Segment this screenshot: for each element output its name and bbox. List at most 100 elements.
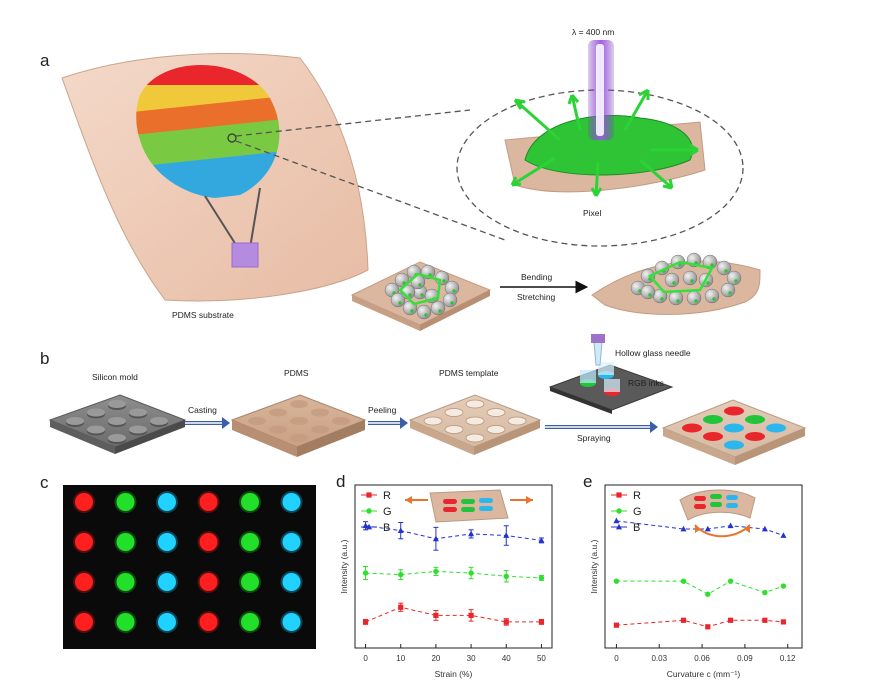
flat-pixel-cluster [350,261,492,331]
photo-pixel [116,573,135,591]
x-tick-label: 0.06 [694,654,710,663]
legend-label-G: G [633,506,642,518]
quantum-dot [398,301,402,305]
photo-pixel [199,533,218,551]
quantum-dot [672,281,676,285]
data-point-B [468,530,475,537]
chart-e: 0 0.03 0.06 0.09 0.12 Curvature c (mm⁻¹) Inten… [589,484,803,679]
photo-pixel [199,573,218,591]
series-line-G [365,570,542,579]
peeling-arrow [368,417,408,429]
legend-label-G: G [383,506,392,518]
legend-label-B: B [633,522,640,534]
rgb-pixel-template [661,399,807,465]
legend-marker [616,523,622,530]
x-tick-label: 30 [467,654,476,663]
photo-pixel [158,533,176,551]
photo-pixel [158,493,176,511]
pdms-block [230,394,367,457]
rgb-pixel-dot [724,423,744,433]
photo-pixel [241,533,259,551]
template-hole [465,416,485,426]
data-point-B [613,517,620,524]
x-tick-label: 0.12 [780,654,796,663]
mold-pillar [108,400,126,408]
quantum-dot [694,299,698,303]
quantum-dot [728,291,732,295]
mold-pillar [108,434,126,442]
legend-label-R: R [633,490,641,502]
needle-label: Hollow glass needle [615,348,691,358]
panel-label-b: b [40,349,49,368]
mold-pillar [87,408,105,417]
pdms-imprint [248,417,266,425]
microsphere [444,280,460,296]
quantum-dot [676,299,680,303]
photo-pixel [241,613,259,631]
data-point-B [680,525,687,532]
peeling-label: Peeling [368,405,397,415]
data-point-G [613,578,620,584]
pdms-imprint [290,417,308,425]
x-tick-label: 0 [363,654,368,663]
data-point-R [503,619,509,625]
panel-label-e: e [583,472,592,491]
microsphere [640,284,656,300]
rgb-inks-label: RGB inks [628,378,664,388]
data-point-R [780,619,787,625]
data-point-B [704,525,711,532]
stage-label-pdms-template: PDMS template [439,368,499,378]
microsphere [686,290,702,306]
mold-pillar [66,417,84,425]
pdms-imprint [311,408,329,417]
quantum-dot [678,263,682,267]
data-point-G [503,573,509,579]
x-axis-label: Strain (%) [435,669,473,679]
x-tick-label: 40 [502,654,511,663]
quantum-dot [438,309,442,313]
quantum-dot [690,279,694,283]
data-point-G [727,578,734,584]
panel-label-a: a [40,51,50,70]
photo-pixel [75,573,93,591]
pdms-imprint [290,434,308,442]
template-hole [486,408,506,417]
mold-pillar [129,408,147,417]
data-point-R [538,619,545,625]
stage-label-silicon-mold: Silicon mold [92,372,138,382]
data-point-G [538,575,545,581]
rgb-pixel-dot [745,432,765,441]
x-tick-label: 0.03 [651,654,667,663]
template-hole [486,425,506,434]
data-point-G [762,589,768,596]
legend-marker [616,508,622,514]
photo-pixel [75,493,93,511]
data-point-G [362,570,369,576]
quantum-dot [424,313,428,317]
panel-label-c: c [40,473,49,492]
photo-pixel [75,533,93,551]
microsphere [720,282,736,298]
photo-pixel [116,533,135,551]
mold-pillar [150,417,168,425]
data-point-B [761,525,768,532]
x-tick-label: 0 [614,654,619,663]
data-point-R [762,617,768,623]
photo-pixel [282,533,301,551]
legend-marker [366,508,372,514]
emission-arrows [510,88,699,197]
quantum-dot [402,281,406,285]
photo-pixel [282,613,301,631]
uv-light-beam [588,40,614,140]
quantum-dot [648,293,652,297]
data-point-G [433,568,439,575]
rgb-pixel-dot [766,423,786,433]
data-point-R [705,624,711,630]
photo-pixel [241,493,259,511]
photo-pixel [199,493,218,511]
mold-pillar [108,417,126,425]
data-point-G [468,570,474,576]
stage-label-pdms: PDMS [284,368,309,378]
chart-d: 0 10 20 30 40 50 Strain (%) Intensity (a.u.) RGB [339,484,553,679]
